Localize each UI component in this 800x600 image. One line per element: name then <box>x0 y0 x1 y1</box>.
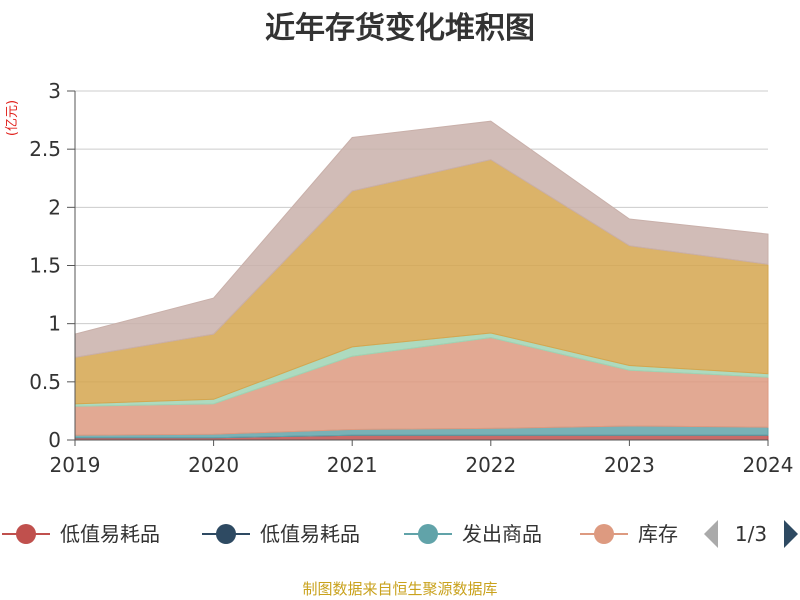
x-tick-label: 2020 <box>188 453 239 477</box>
y-tick-label: 3 <box>48 79 61 103</box>
area-series-6 <box>74 120 769 358</box>
data-source-note: 制图数据来自恒生聚源数据库 <box>302 580 497 598</box>
y-tick-label: 1 <box>48 312 61 336</box>
stacked-areas <box>74 120 769 441</box>
legend-label: 库存 <box>638 522 678 546</box>
legend-label: 低值易耗品 <box>60 522 160 546</box>
legend-prev-icon[interactable] <box>704 520 718 548</box>
legend-marker <box>594 524 614 544</box>
x-tick-label: 2023 <box>604 453 655 477</box>
legend-marker <box>216 524 236 544</box>
y-tick-label: 1.5 <box>29 254 61 278</box>
legend[interactable]: 低值易耗品 低值易耗品 发出商品 库存 1/3 <box>2 520 798 548</box>
chart-title: 近年存货变化堆积图 <box>265 11 535 46</box>
x-tick-label: 2021 <box>327 453 378 477</box>
legend-label: 发出商品 <box>462 522 542 546</box>
legend-page-indicator: 1/3 <box>735 522 767 546</box>
axes: 0 0.5 1 1.5 2 2.5 3 2019 2020 2021 2022 2023 2024 <box>29 79 793 477</box>
legend-item[interactable]: 低值易耗品 <box>202 522 360 546</box>
x-tick-label: 2024 <box>743 453 794 477</box>
legend-marker <box>16 524 36 544</box>
legend-item[interactable]: 发出商品 <box>404 522 542 546</box>
legend-item[interactable]: 库存 <box>580 522 678 546</box>
y-tick-label: 0 <box>48 428 61 452</box>
legend-marker <box>418 524 438 544</box>
y-tick-label: 2.5 <box>29 137 61 161</box>
legend-item[interactable]: 低值易耗品 <box>2 522 160 546</box>
legend-next-icon[interactable] <box>784 520 798 548</box>
y-axis-unit: (亿元) <box>5 100 20 136</box>
x-tick-label: 2019 <box>50 453 101 477</box>
y-tick-label: 0.5 <box>29 370 61 394</box>
x-tick-label: 2022 <box>465 453 516 477</box>
legend-label: 低值易耗品 <box>260 522 360 546</box>
y-tick-label: 2 <box>48 195 61 219</box>
